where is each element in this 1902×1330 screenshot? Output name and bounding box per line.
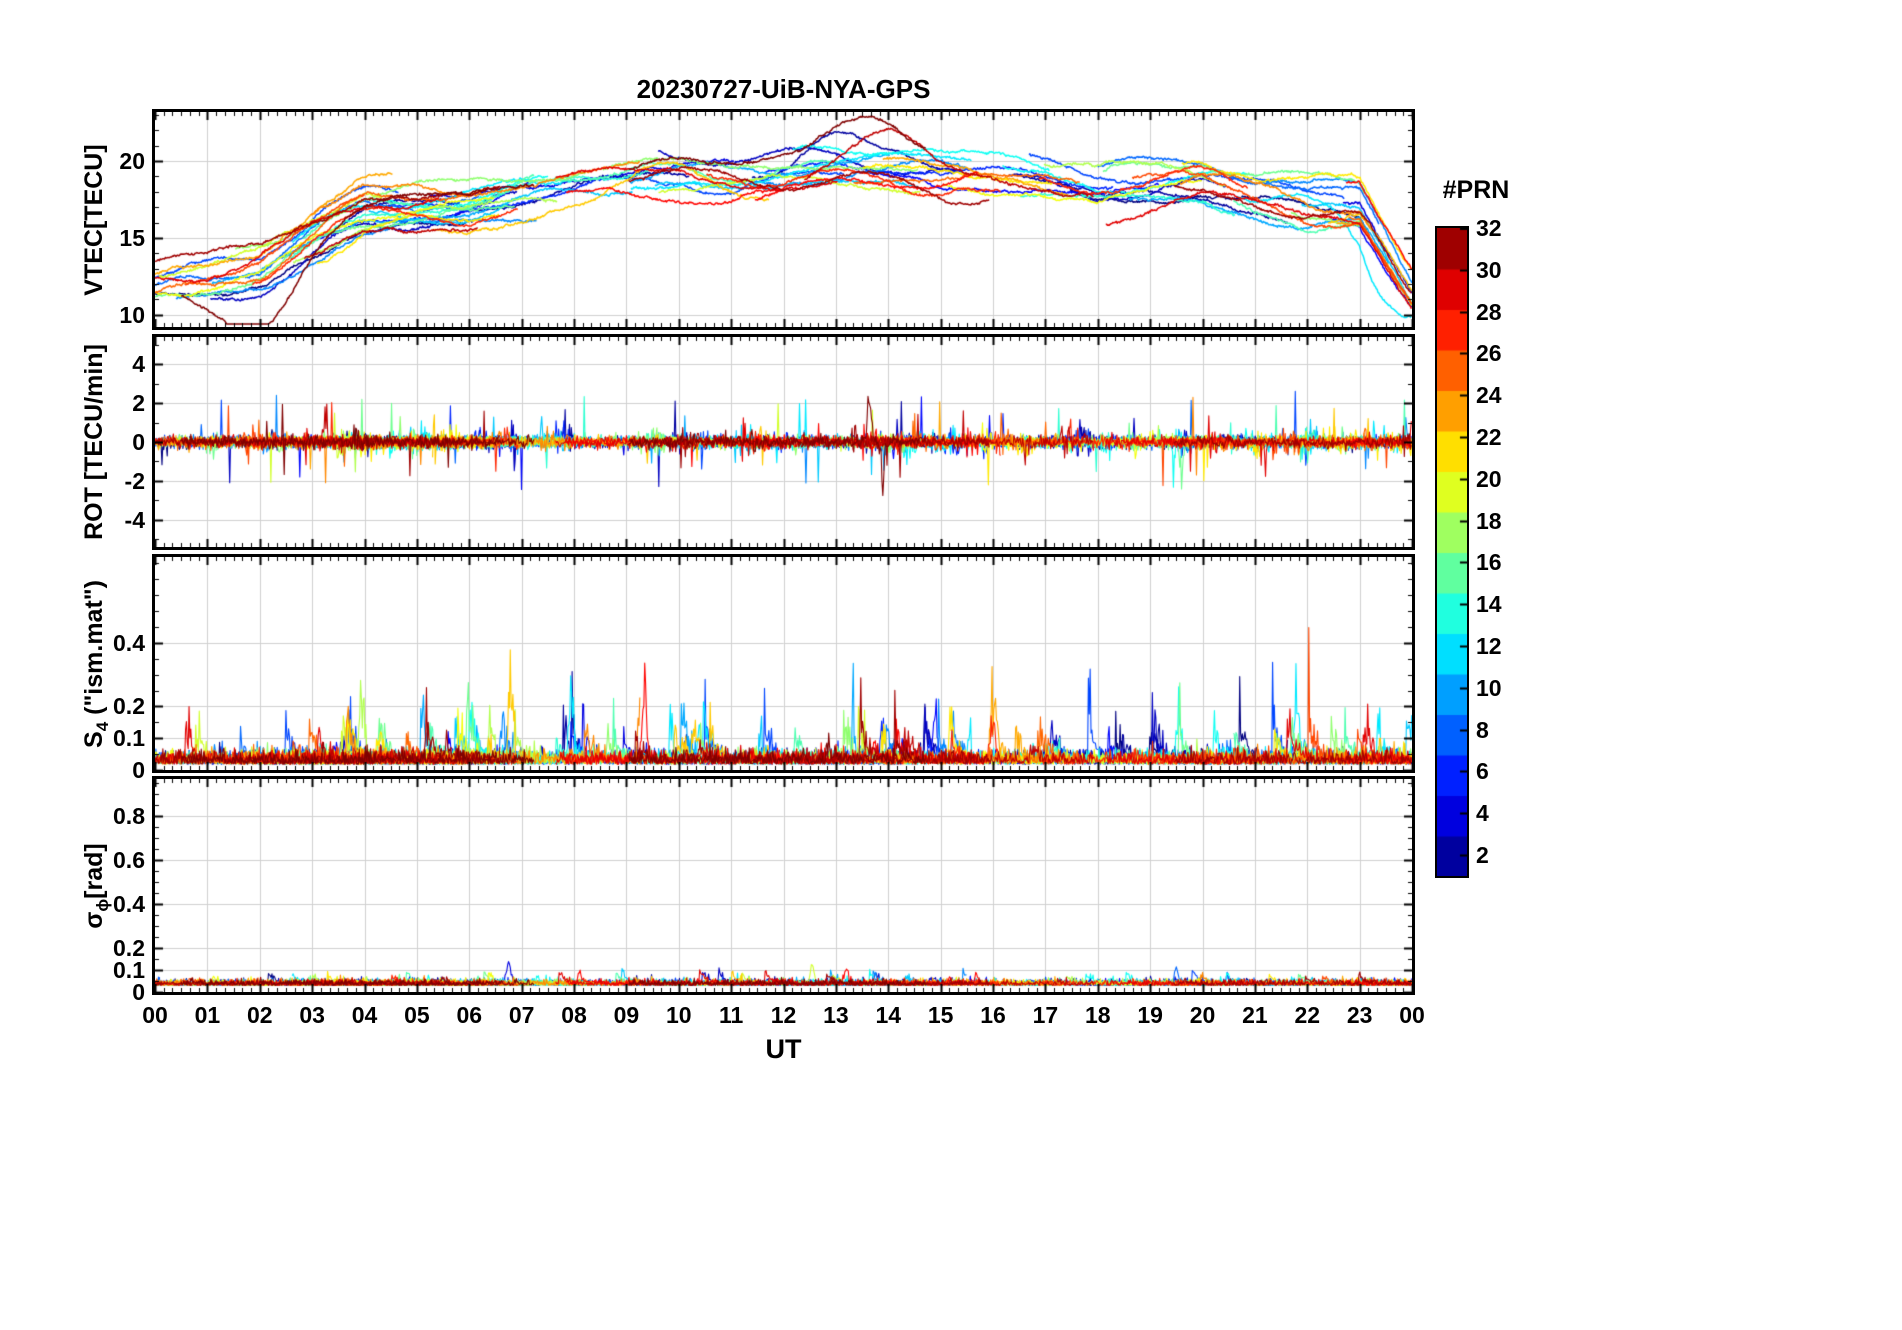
y-tick-label: 0 [132,979,145,1005]
colorbar-tick-label: 16 [1476,549,1502,576]
x-tick-label: 03 [299,1002,325,1028]
colorbar-tick-label: 10 [1476,674,1502,701]
y-tick-label: 4 [132,351,145,378]
colorbar-tick-label: 26 [1476,340,1502,367]
colorbar-tick-label: 4 [1476,800,1489,827]
x-tick-label: 00 [1399,1002,1425,1028]
colorbar-tick-label: 2 [1476,842,1489,869]
x-tick-label: 15 [927,1002,954,1028]
x-tick-label: 20 [1189,1002,1216,1028]
s4-plot-canvas [155,557,1412,770]
x-tick-label: 22 [1294,1002,1321,1028]
colorbar-tick-label: 24 [1476,382,1502,409]
rot-plot-canvas [155,337,1412,547]
x-tick-label: 02 [246,1002,273,1028]
y-tick-label: 2 [132,390,145,417]
x-tick-label: 04 [351,1002,378,1028]
x-tick-label: 06 [456,1002,483,1028]
y-tick-label: 0.2 [113,935,145,962]
x-tick-label: 12 [770,1002,797,1028]
colorbar-canvas [1437,228,1467,876]
x-tick-label: 00 [142,1002,168,1028]
colorbar-tick-label: 18 [1476,507,1502,534]
sigma-phi-plot-canvas [155,779,1412,992]
x-tick-label: 08 [561,1002,587,1028]
y-tick-label: 0.2 [113,693,145,720]
x-tick-label: 17 [1032,1002,1059,1028]
x-axis-label: UT [765,1034,802,1064]
x-tick-label: 18 [1084,1002,1111,1028]
x-tick-label: 23 [1346,1002,1373,1028]
y-tick-label: 0.4 [113,891,145,918]
y-tick-label: 10 [119,301,145,328]
colorbar-tick-label: 30 [1476,256,1502,283]
x-tick-label: 10 [665,1002,692,1028]
x-tick-label: 19 [1137,1002,1163,1028]
x-tick-label: 16 [980,1002,1006,1028]
x-tick-label: 09 [613,1002,640,1028]
colorbar-tick-label: 14 [1476,591,1502,618]
colorbar-tick-label: 6 [1476,758,1489,785]
y-tick-label: 20 [119,148,145,175]
colorbar-tick-label: 32 [1476,215,1502,241]
rot-panel [152,334,1415,550]
x-tick-label: 13 [823,1002,849,1028]
y-tick-label: 0.8 [113,803,145,830]
colorbar-tick-label: 12 [1476,633,1502,660]
colorbar-tick-label: 28 [1476,298,1502,325]
y-tick-label: 0.1 [113,957,145,984]
y-tick-label: 0.6 [113,847,145,874]
vtec-plot-canvas [155,112,1412,327]
x-tick-label: 11 [718,1002,744,1028]
y-tick-label: 0.4 [113,629,145,656]
vtec-panel [152,109,1415,330]
sigma-phi-panel [152,776,1415,995]
y-tick-label: -4 [124,506,145,533]
x-tick-label: 14 [875,1002,902,1028]
y-tick-label: -2 [124,467,145,494]
y-tick-label: 0.1 [113,725,145,752]
colorbar [1435,226,1469,878]
colorbar-tick-label: 20 [1476,465,1502,492]
chart-title: 20230727-UiB-NYA-GPS [636,74,931,104]
x-tick-label: 07 [508,1002,535,1028]
y-tick-label: 15 [119,224,145,251]
y-tick-label: 0 [132,757,145,783]
colorbar-title: #PRN [1442,176,1510,204]
colorbar-tick-label: 8 [1476,716,1489,743]
y-tick-label: 0 [132,429,145,455]
colorbar-tick-label: 22 [1476,424,1502,451]
s4-panel [152,554,1415,773]
x-tick-label: 05 [404,1002,430,1028]
x-tick-label: 21 [1242,1002,1268,1028]
x-tick-label: 01 [194,1002,221,1028]
